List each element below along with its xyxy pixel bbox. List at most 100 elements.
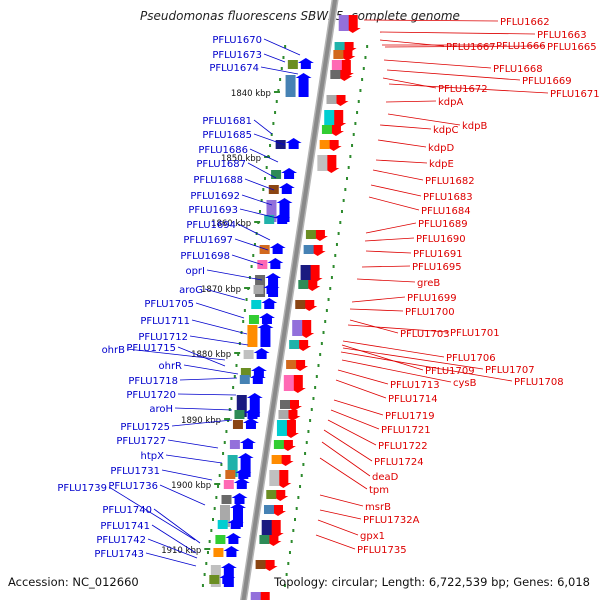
- leader-line: [384, 45, 546, 48]
- scale-dot: [346, 177, 349, 180]
- leader-line: [249, 148, 279, 163]
- leader-line: [365, 222, 417, 234]
- forward-gene-arrow: [231, 493, 248, 504]
- leader-line: [315, 534, 356, 550]
- forward-gene-arrow: [253, 348, 270, 359]
- leader-line: [237, 223, 271, 241]
- forward-gene-arrow: [233, 478, 250, 489]
- reverse-gene-label: kdpE: [429, 159, 454, 170]
- reverse-cog-block: [280, 400, 290, 409]
- reverse-cog-block: [269, 470, 280, 486]
- scale-dot: [270, 133, 273, 136]
- forward-gene-label: ohrR: [158, 361, 182, 372]
- scale-dot: [269, 144, 272, 147]
- forward-gene-arrow: [225, 533, 242, 544]
- leader-line: [159, 484, 206, 506]
- leader-line: [364, 237, 415, 242]
- reverse-cog-block: [250, 592, 261, 600]
- leader-line: [347, 324, 449, 333]
- leader-line: [351, 296, 406, 303]
- reverse-gene-label: PFLU1724: [374, 457, 424, 468]
- reverse-gene-label: PFLU1666: [496, 41, 546, 52]
- scale-dot: [342, 199, 345, 202]
- scale-dot: [280, 67, 283, 70]
- leader-line: [319, 457, 368, 490]
- scale-tick-mark: [224, 418, 231, 420]
- leader-line: [153, 508, 201, 544]
- forward-gene-arrow: [269, 243, 286, 254]
- scale-dot: [361, 78, 364, 81]
- reverse-cog-block: [292, 320, 303, 336]
- leader-line: [177, 346, 226, 367]
- forward-cog-block: [243, 350, 254, 359]
- reverse-cog-block: [317, 155, 328, 171]
- scale-dot: [277, 89, 280, 92]
- reverse-gene-label: PFLU1683: [423, 192, 473, 203]
- scale-dot: [330, 276, 333, 279]
- reverse-gene-label: PFLU1708: [514, 377, 564, 388]
- reverse-cog-block: [334, 42, 345, 51]
- forward-cog-block: [285, 75, 296, 97]
- leader-line: [356, 278, 416, 283]
- leader-line: [126, 348, 226, 361]
- scale-dot: [299, 485, 302, 488]
- reverse-gene-label: PFLU1701: [450, 328, 500, 339]
- leader-line: [183, 364, 239, 375]
- forward-gene-label: PFLU1697: [183, 235, 233, 246]
- forward-gene-label: PFLU1712: [138, 332, 188, 343]
- leader-line: [335, 379, 387, 399]
- reverse-gene-label: kdpB: [462, 121, 487, 132]
- reverse-cog-block: [276, 420, 287, 436]
- leader-line: [189, 335, 249, 346]
- scale-dot: [324, 320, 327, 323]
- scale-dot: [312, 397, 315, 400]
- scale-dot: [205, 562, 208, 565]
- scale-dot: [334, 254, 337, 257]
- scale-dot: [233, 375, 236, 378]
- forward-gene-label: aroG: [179, 285, 203, 296]
- reverse-gene-label: PFLU1703: [400, 329, 450, 340]
- forward-gene-label: PFLU1742: [96, 535, 146, 546]
- reverse-cog-block: [303, 245, 314, 254]
- reverse-gene-label: PFLU1700: [405, 307, 455, 318]
- forward-gene-label: ohrB: [102, 345, 126, 356]
- leader-line: [340, 351, 513, 382]
- forward-cog-block: [251, 300, 262, 309]
- scale-tick-label: 1910 kbp: [161, 546, 201, 556]
- forward-gene-label: PFLU1686: [198, 145, 248, 156]
- scale-dot: [335, 243, 338, 246]
- forward-cog-block: [225, 470, 236, 479]
- scale-dot: [242, 320, 245, 323]
- scale-dot: [279, 78, 282, 81]
- reverse-gene-label: gpx1: [360, 531, 385, 542]
- reverse-gene-label: PFLU1722: [378, 441, 428, 452]
- forward-cog-block: [223, 480, 234, 489]
- map-title: Pseudomonas fluorescens SBW25, complete …: [140, 9, 460, 23]
- scale-dot: [322, 331, 325, 334]
- reverse-gene-label: PFLU1663: [537, 30, 587, 41]
- scale-dot: [212, 518, 215, 521]
- reverse-cog-block: [324, 110, 335, 126]
- forward-cog-block: [248, 315, 259, 324]
- leader-line: [383, 59, 492, 69]
- forward-gene-arrow: [235, 468, 252, 479]
- reverse-cog-block: [333, 50, 344, 59]
- scale-dot: [250, 265, 253, 268]
- forward-cog-block: [247, 325, 258, 347]
- forward-cog-block: [232, 420, 243, 429]
- forward-cog-block: [239, 375, 250, 384]
- reverse-gene-label: PFLU1682: [425, 176, 475, 187]
- scale-dot: [294, 518, 297, 521]
- accession-text: Accession: NC_012660: [8, 575, 139, 589]
- leader-line: [341, 344, 424, 371]
- reverse-gene-label: PFLU1709: [425, 366, 475, 377]
- leader-line: [161, 469, 213, 481]
- forward-gene-label: htpX: [141, 451, 165, 462]
- forward-cog-block: [266, 200, 277, 222]
- forward-gene-label: PFLU1693: [188, 205, 238, 216]
- leader-line: [174, 407, 233, 411]
- forward-cog-block: [264, 215, 275, 224]
- leader-line: [337, 369, 389, 385]
- reverse-gene-label: PFLU1732A: [363, 515, 420, 526]
- forward-gene-arrow: [297, 58, 314, 69]
